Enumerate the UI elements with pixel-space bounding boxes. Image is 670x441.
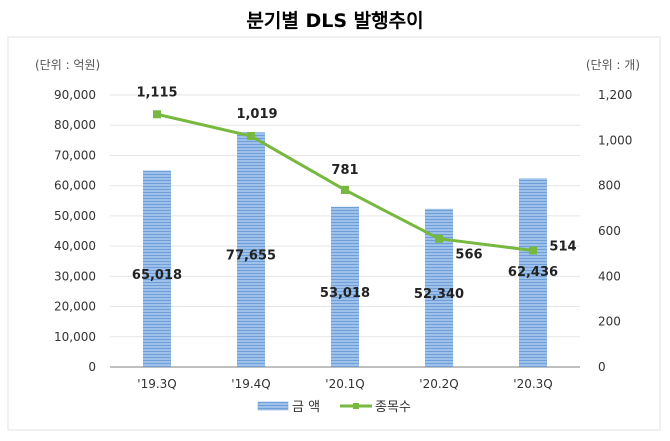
left-tick-label: 80,000 xyxy=(54,118,96,132)
bar xyxy=(237,132,265,367)
x-tick-label: '20.2Q xyxy=(419,377,458,391)
legend-line-label: 종목수 xyxy=(375,400,411,415)
line-marker xyxy=(341,185,349,194)
left-tick-label: 30,000 xyxy=(54,269,96,283)
bar-data-label: 62,436 xyxy=(508,265,558,280)
left-tick-label: 10,000 xyxy=(54,330,96,344)
bar xyxy=(331,206,359,367)
left-tick-label: 40,000 xyxy=(54,239,96,253)
bar-data-label: 77,655 xyxy=(226,249,276,264)
right-tick-label: 800 xyxy=(598,179,621,193)
left-tick-label: 70,000 xyxy=(54,148,96,162)
line-marker xyxy=(435,234,443,243)
line-marker xyxy=(247,132,255,141)
line-marker xyxy=(153,110,161,119)
legend: 금 액 종목수 xyxy=(257,400,411,415)
right-tick-label: 1,000 xyxy=(598,133,632,147)
right-tick-label: 200 xyxy=(598,315,621,329)
left-tick-label: 0 xyxy=(88,360,96,374)
bar xyxy=(143,170,171,367)
x-tick-label: '20.3Q xyxy=(513,377,552,391)
left-tick-label: 90,000 xyxy=(54,88,96,102)
right-tick-label: 600 xyxy=(598,224,621,238)
bar-data-label: 65,018 xyxy=(132,268,182,283)
left-tick-label: 60,000 xyxy=(54,179,96,193)
bar xyxy=(519,178,547,367)
left-axis-unit: (단위 : 억원) xyxy=(35,58,100,72)
chart-title: 분기별 DLS 발행추이 xyxy=(246,10,423,32)
line-data-label: 1,019 xyxy=(236,107,277,122)
left-tick-label: 20,000 xyxy=(54,300,96,314)
left-tick-label: 50,000 xyxy=(54,209,96,223)
line-data-label: 1,115 xyxy=(136,85,177,100)
x-tick-label: '19.4Q xyxy=(231,377,270,391)
legend-bar-label: 금 액 xyxy=(292,400,320,415)
chart-frame xyxy=(7,36,661,431)
line-data-label: 781 xyxy=(331,163,358,178)
line-data-label: 514 xyxy=(549,239,576,254)
right-tick-label: 400 xyxy=(598,269,621,283)
x-tick-label: '19.3Q xyxy=(137,377,176,391)
right-tick-label: 1,200 xyxy=(598,88,632,102)
line-marker xyxy=(529,246,537,255)
legend-line-marker xyxy=(353,403,359,409)
right-axis-unit: (단위 : 개) xyxy=(586,58,640,72)
x-tick-label: '20.1Q xyxy=(325,377,364,391)
legend-bar-swatch xyxy=(257,401,289,411)
line-data-label: 566 xyxy=(455,248,482,263)
bar-data-label: 53,018 xyxy=(320,286,370,301)
bar-data-label: 52,340 xyxy=(414,287,464,302)
right-tick-label: 0 xyxy=(598,360,606,374)
